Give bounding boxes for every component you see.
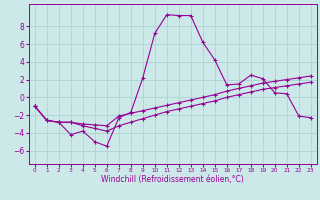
X-axis label: Windchill (Refroidissement éolien,°C): Windchill (Refroidissement éolien,°C) <box>101 175 244 184</box>
